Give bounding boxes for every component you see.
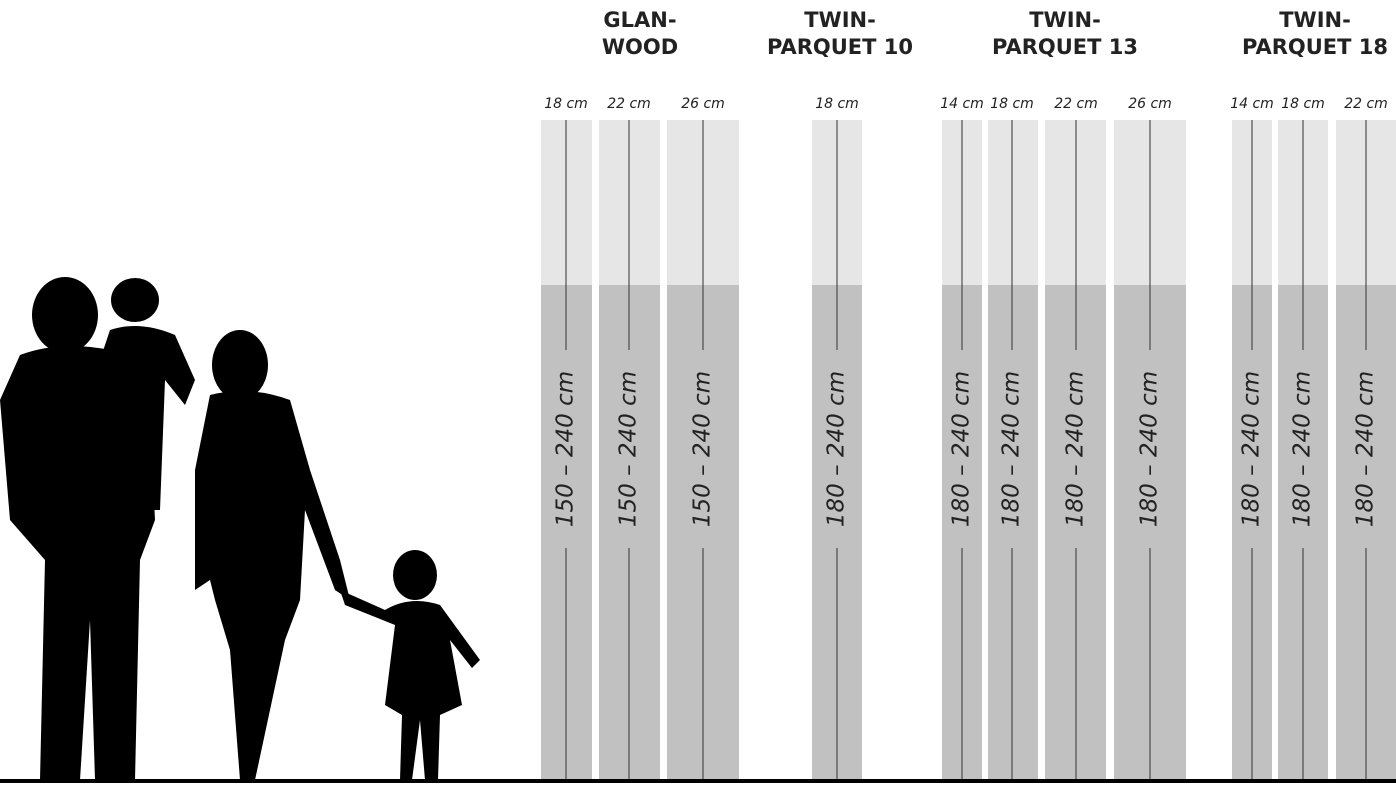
plank-width: 26 cm (1128, 96, 1172, 112)
plank-length: 180 – 240 cm (1137, 371, 1163, 527)
plank-length: 180 – 240 cm (1239, 371, 1265, 527)
plank-length: 150 – 240 cm (690, 371, 716, 527)
plank-columns: GLAN- WOOD 18 cm 150 – 240 cm 22 cm 150 – 240… (541, 8, 1396, 780)
group-title: PARQUET 13 (992, 35, 1138, 59)
plank-top (988, 120, 1038, 285)
plank-width: 18 cm (815, 96, 859, 112)
plank-width: 18 cm (990, 96, 1034, 112)
plank-length: 180 – 240 cm (999, 371, 1025, 527)
group-title: GLAN- (603, 8, 676, 32)
plank-length: 180 – 240 cm (1290, 371, 1316, 527)
plank-width: 22 cm (1054, 96, 1098, 112)
plank-width: 22 cm (1344, 96, 1388, 112)
group-title: PARQUET 10 (767, 35, 913, 59)
group-title: TWIN- (1279, 8, 1351, 32)
plank-length: 180 – 240 cm (824, 371, 850, 527)
ground-line (0, 779, 1396, 783)
plank-width: 18 cm (544, 96, 588, 112)
plank-width: 14 cm (1230, 96, 1274, 112)
page: GLAN- WOOD 18 cm 150 – 240 cm 22 cm 150 – 240… (0, 0, 1396, 785)
plank-diagram: GLAN- WOOD 18 cm 150 – 240 cm 22 cm 150 – 240… (0, 0, 1396, 785)
plank-length: 180 – 240 cm (1353, 371, 1379, 527)
plank-width: 18 cm (1281, 96, 1325, 112)
plank-length: 180 – 240 cm (949, 371, 975, 527)
group-title: TWIN- (1029, 8, 1101, 32)
plank-width: 14 cm (940, 96, 984, 112)
group-title: WOOD (602, 35, 678, 59)
plank-length: 150 – 240 cm (553, 371, 579, 527)
plank-body (988, 285, 1038, 780)
group-title: TWIN- (804, 8, 876, 32)
plank-length: 150 – 240 cm (616, 371, 642, 527)
family-silhouette (0, 277, 480, 780)
plank-width: 26 cm (681, 96, 725, 112)
group-title: PARQUET 18 (1242, 35, 1388, 59)
plank-width: 22 cm (607, 96, 651, 112)
plank-length: 180 – 240 cm (1063, 371, 1089, 527)
